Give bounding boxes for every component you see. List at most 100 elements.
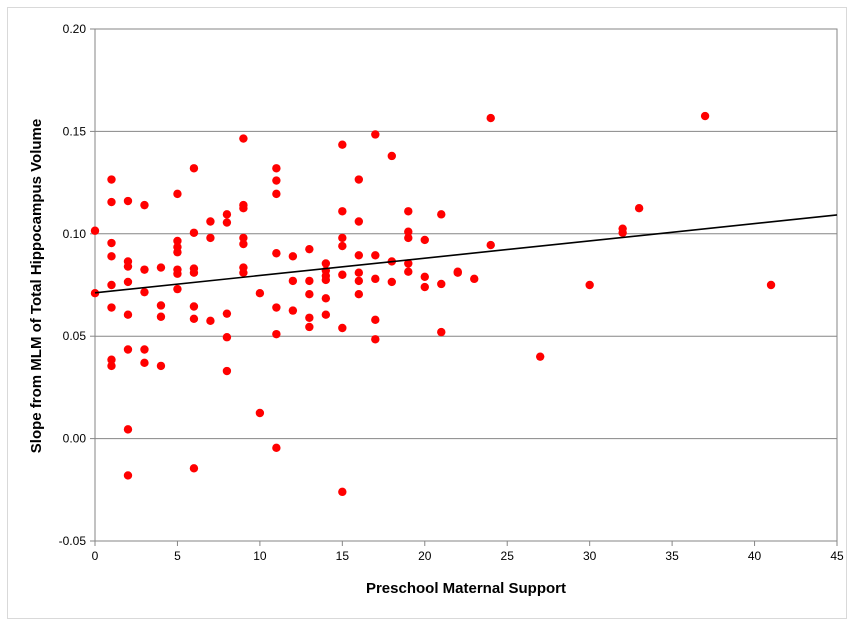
data-point xyxy=(486,113,495,123)
data-point xyxy=(140,358,149,368)
data-point xyxy=(156,301,166,310)
data-point xyxy=(239,134,248,143)
data-point xyxy=(338,207,347,216)
data-point xyxy=(305,276,314,286)
x-tick-label: 40 xyxy=(748,549,762,563)
trendline xyxy=(94,214,838,294)
data-point xyxy=(453,268,462,277)
data-point xyxy=(90,226,100,235)
data-point xyxy=(173,248,182,257)
x-tick-label: 25 xyxy=(501,549,515,563)
x-axis-title: Preschool Maternal Support xyxy=(366,580,566,597)
data-point xyxy=(387,151,396,161)
data-point xyxy=(371,315,380,325)
data-point xyxy=(354,175,364,184)
data-point xyxy=(156,361,166,371)
data-point xyxy=(305,322,314,332)
data-point xyxy=(255,288,265,298)
data-point xyxy=(288,252,298,261)
data-point xyxy=(404,259,413,268)
data-point xyxy=(206,217,215,226)
data-point xyxy=(536,352,545,361)
data-point xyxy=(189,314,199,323)
data-point xyxy=(189,464,199,473)
data-point xyxy=(239,204,248,213)
data-point xyxy=(140,287,149,297)
data-point xyxy=(371,251,380,260)
data-point xyxy=(437,279,446,289)
data-point xyxy=(371,274,380,284)
data-point xyxy=(107,355,116,364)
data-point xyxy=(239,239,248,249)
data-point xyxy=(255,408,265,418)
data-point xyxy=(338,140,347,149)
data-point xyxy=(354,268,364,277)
axes xyxy=(94,28,838,542)
data-point xyxy=(272,249,281,258)
data-point xyxy=(123,310,133,319)
y-tick-label: -0.05 xyxy=(59,534,87,548)
x-tick-label: 0 xyxy=(92,549,99,563)
data-point xyxy=(222,218,232,227)
y-tick-label: 0.10 xyxy=(63,227,87,241)
data-point xyxy=(272,189,281,199)
gridlines xyxy=(95,28,837,542)
data-point xyxy=(239,268,248,277)
data-point xyxy=(107,280,116,290)
data-point xyxy=(618,228,627,237)
data-point xyxy=(420,282,429,292)
data-point xyxy=(354,217,364,226)
trendline-group xyxy=(94,214,838,294)
data-point xyxy=(173,284,182,294)
data-point xyxy=(189,164,199,173)
data-point xyxy=(486,240,495,250)
data-point xyxy=(123,277,133,287)
chart-frame xyxy=(7,7,847,619)
data-point xyxy=(189,228,199,237)
data-point xyxy=(338,487,347,497)
data-point xyxy=(371,335,380,344)
data-point xyxy=(123,262,133,271)
y-axis-title: Slope from MLM of Total Hippocampus Volu… xyxy=(28,119,45,453)
data-point xyxy=(156,263,166,272)
data-point xyxy=(420,272,429,282)
data-point xyxy=(288,276,298,286)
data-point xyxy=(354,290,364,299)
y-tick-label: 0.00 xyxy=(63,432,87,446)
data-point xyxy=(107,197,116,207)
data-point xyxy=(189,268,199,277)
data-point xyxy=(470,274,479,284)
data-point xyxy=(140,265,149,274)
data-point xyxy=(321,259,331,268)
data-point xyxy=(437,210,446,219)
data-point xyxy=(222,366,232,376)
data-point xyxy=(420,235,429,245)
x-tick-label: 5 xyxy=(174,549,181,563)
data-point xyxy=(305,244,314,254)
data-point xyxy=(288,306,298,315)
data-point xyxy=(354,276,364,286)
data-point xyxy=(140,200,149,210)
y-axis-ticks: -0.05 0.00 0.05 0.10 0.15 0.20 xyxy=(59,22,95,548)
data-point xyxy=(272,164,281,173)
data-point xyxy=(123,425,133,434)
x-tick-label: 45 xyxy=(830,549,844,563)
data-point xyxy=(437,327,446,337)
data-point xyxy=(272,176,281,185)
data-point xyxy=(321,310,331,319)
data-point xyxy=(239,233,248,243)
data-point xyxy=(173,236,182,246)
data-point xyxy=(404,233,413,243)
data-point xyxy=(222,210,232,219)
data-point xyxy=(354,251,364,260)
data-point xyxy=(123,471,133,480)
data-point xyxy=(272,443,281,453)
data-point xyxy=(371,130,380,139)
data-point xyxy=(123,196,133,206)
data-point xyxy=(189,302,199,311)
data-point xyxy=(305,313,314,322)
plot-area-border xyxy=(94,28,838,542)
data-point xyxy=(107,252,116,261)
data-point xyxy=(222,333,232,342)
